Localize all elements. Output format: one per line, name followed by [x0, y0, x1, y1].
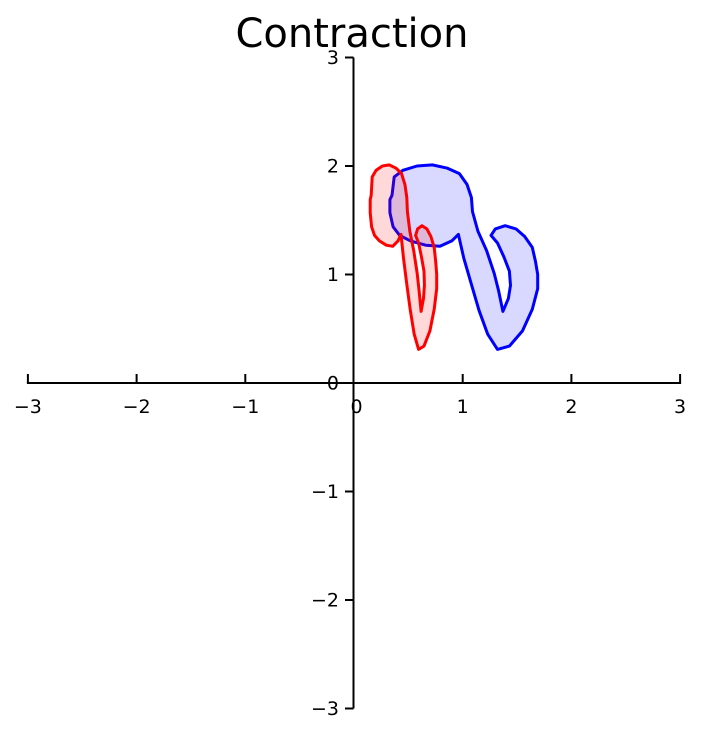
x-tick-label: −2 — [123, 396, 151, 418]
y-tick-label: −1 — [311, 481, 339, 503]
y-tick-label: 2 — [327, 156, 339, 178]
x-tick-label: 1 — [457, 396, 469, 418]
contracted-shape — [368, 163, 439, 351]
x-tick-label: 3 — [674, 396, 686, 418]
x-tick-label: −3 — [14, 396, 42, 418]
y-tick-label: 3 — [327, 47, 339, 69]
original-shape — [388, 163, 540, 351]
x-tick-label: 0 — [350, 396, 362, 418]
y-tick-label: 1 — [327, 264, 339, 286]
plot-title: Contraction — [235, 11, 468, 57]
shapes-layer — [368, 163, 540, 351]
x-tick-label: 2 — [565, 396, 577, 418]
y-tick-label: −2 — [311, 590, 339, 612]
y-tick-label: 0 — [327, 373, 339, 395]
axes-layer: −3 −2 −1 0 1 2 3 −3 −2 −1 0 1 2 3 — [14, 47, 686, 720]
y-tick-label: −3 — [311, 698, 339, 720]
x-tick-label: −1 — [231, 396, 259, 418]
